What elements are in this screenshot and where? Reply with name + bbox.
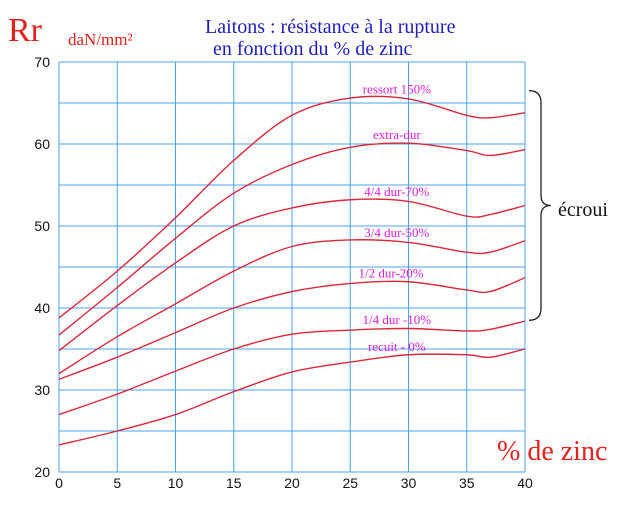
curve-line xyxy=(58,320,526,416)
curve-label: 1/4 dur -10% xyxy=(363,312,432,327)
chart-title-line1: Laitons : résistance à la rupture xyxy=(205,16,456,38)
curve-label: recuit - 0% xyxy=(368,339,426,354)
x-tick-label: 30 xyxy=(401,475,417,491)
y-tick-label: 20 xyxy=(34,464,50,480)
y-axis-unit: daN/mm² xyxy=(68,30,133,49)
curves xyxy=(58,95,526,446)
bracket-label: écroui xyxy=(558,199,608,221)
ecroui-bracket xyxy=(528,90,552,321)
x-tick-label: 15 xyxy=(226,475,242,491)
curve-label: 1/2 dur-20% xyxy=(358,265,423,280)
y-tick-label: 60 xyxy=(34,136,50,152)
x-tick-label: 0 xyxy=(55,475,63,491)
x-tick-label: 35 xyxy=(459,475,475,491)
y-tick-label: 50 xyxy=(34,218,50,234)
chart-title-line2: en fonction du % de zinc xyxy=(213,38,413,60)
y-tick-label: 40 xyxy=(34,300,50,316)
curve-label: 4/4 dur-70% xyxy=(364,184,429,199)
tick-labels: 0 5 10 15 20 25 30 35 40 20 30 40 50 60 70 xyxy=(34,54,533,491)
curve-label: extra-dur xyxy=(373,127,421,142)
curve-line xyxy=(58,198,526,352)
y-axis-symbol: Rr xyxy=(8,12,42,49)
curve-line xyxy=(58,142,526,336)
x-tick-label: 25 xyxy=(342,475,358,491)
x-tick-label: 5 xyxy=(113,475,121,491)
curve-line xyxy=(58,348,526,446)
y-tick-label: 30 xyxy=(34,382,50,398)
x-tick-label: 40 xyxy=(517,475,533,491)
curve-label: ressort 150% xyxy=(363,82,431,97)
curve-label: 3/4 dur-50% xyxy=(364,225,429,240)
grid xyxy=(58,61,526,473)
curve-line xyxy=(58,277,526,380)
chart-title: Laitons : résistance à la rupture en fon… xyxy=(205,16,525,60)
x-tick-label: 10 xyxy=(168,475,184,491)
curve-line xyxy=(58,239,526,375)
x-tick-label: 20 xyxy=(284,475,300,491)
curve-line xyxy=(58,95,526,319)
y-tick-label: 70 xyxy=(34,54,50,70)
curve-labels: ressort 150% extra-dur 4/4 dur-70% 3/4 dur-… xyxy=(358,82,431,354)
x-axis-title: % de zinc xyxy=(497,436,608,467)
